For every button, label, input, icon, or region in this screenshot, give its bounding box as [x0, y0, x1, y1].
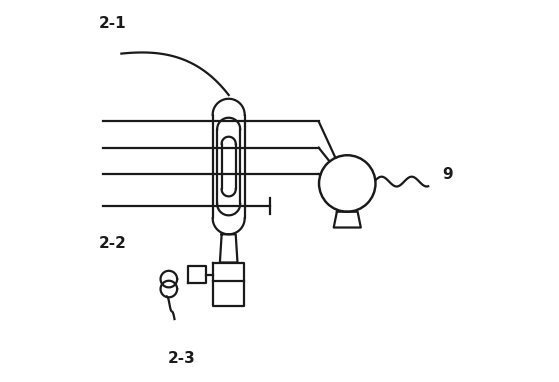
Text: 2-2: 2-2 [99, 236, 127, 251]
Text: 9: 9 [442, 167, 453, 181]
Text: 2-3: 2-3 [168, 351, 196, 366]
Text: 2-1: 2-1 [99, 16, 126, 31]
